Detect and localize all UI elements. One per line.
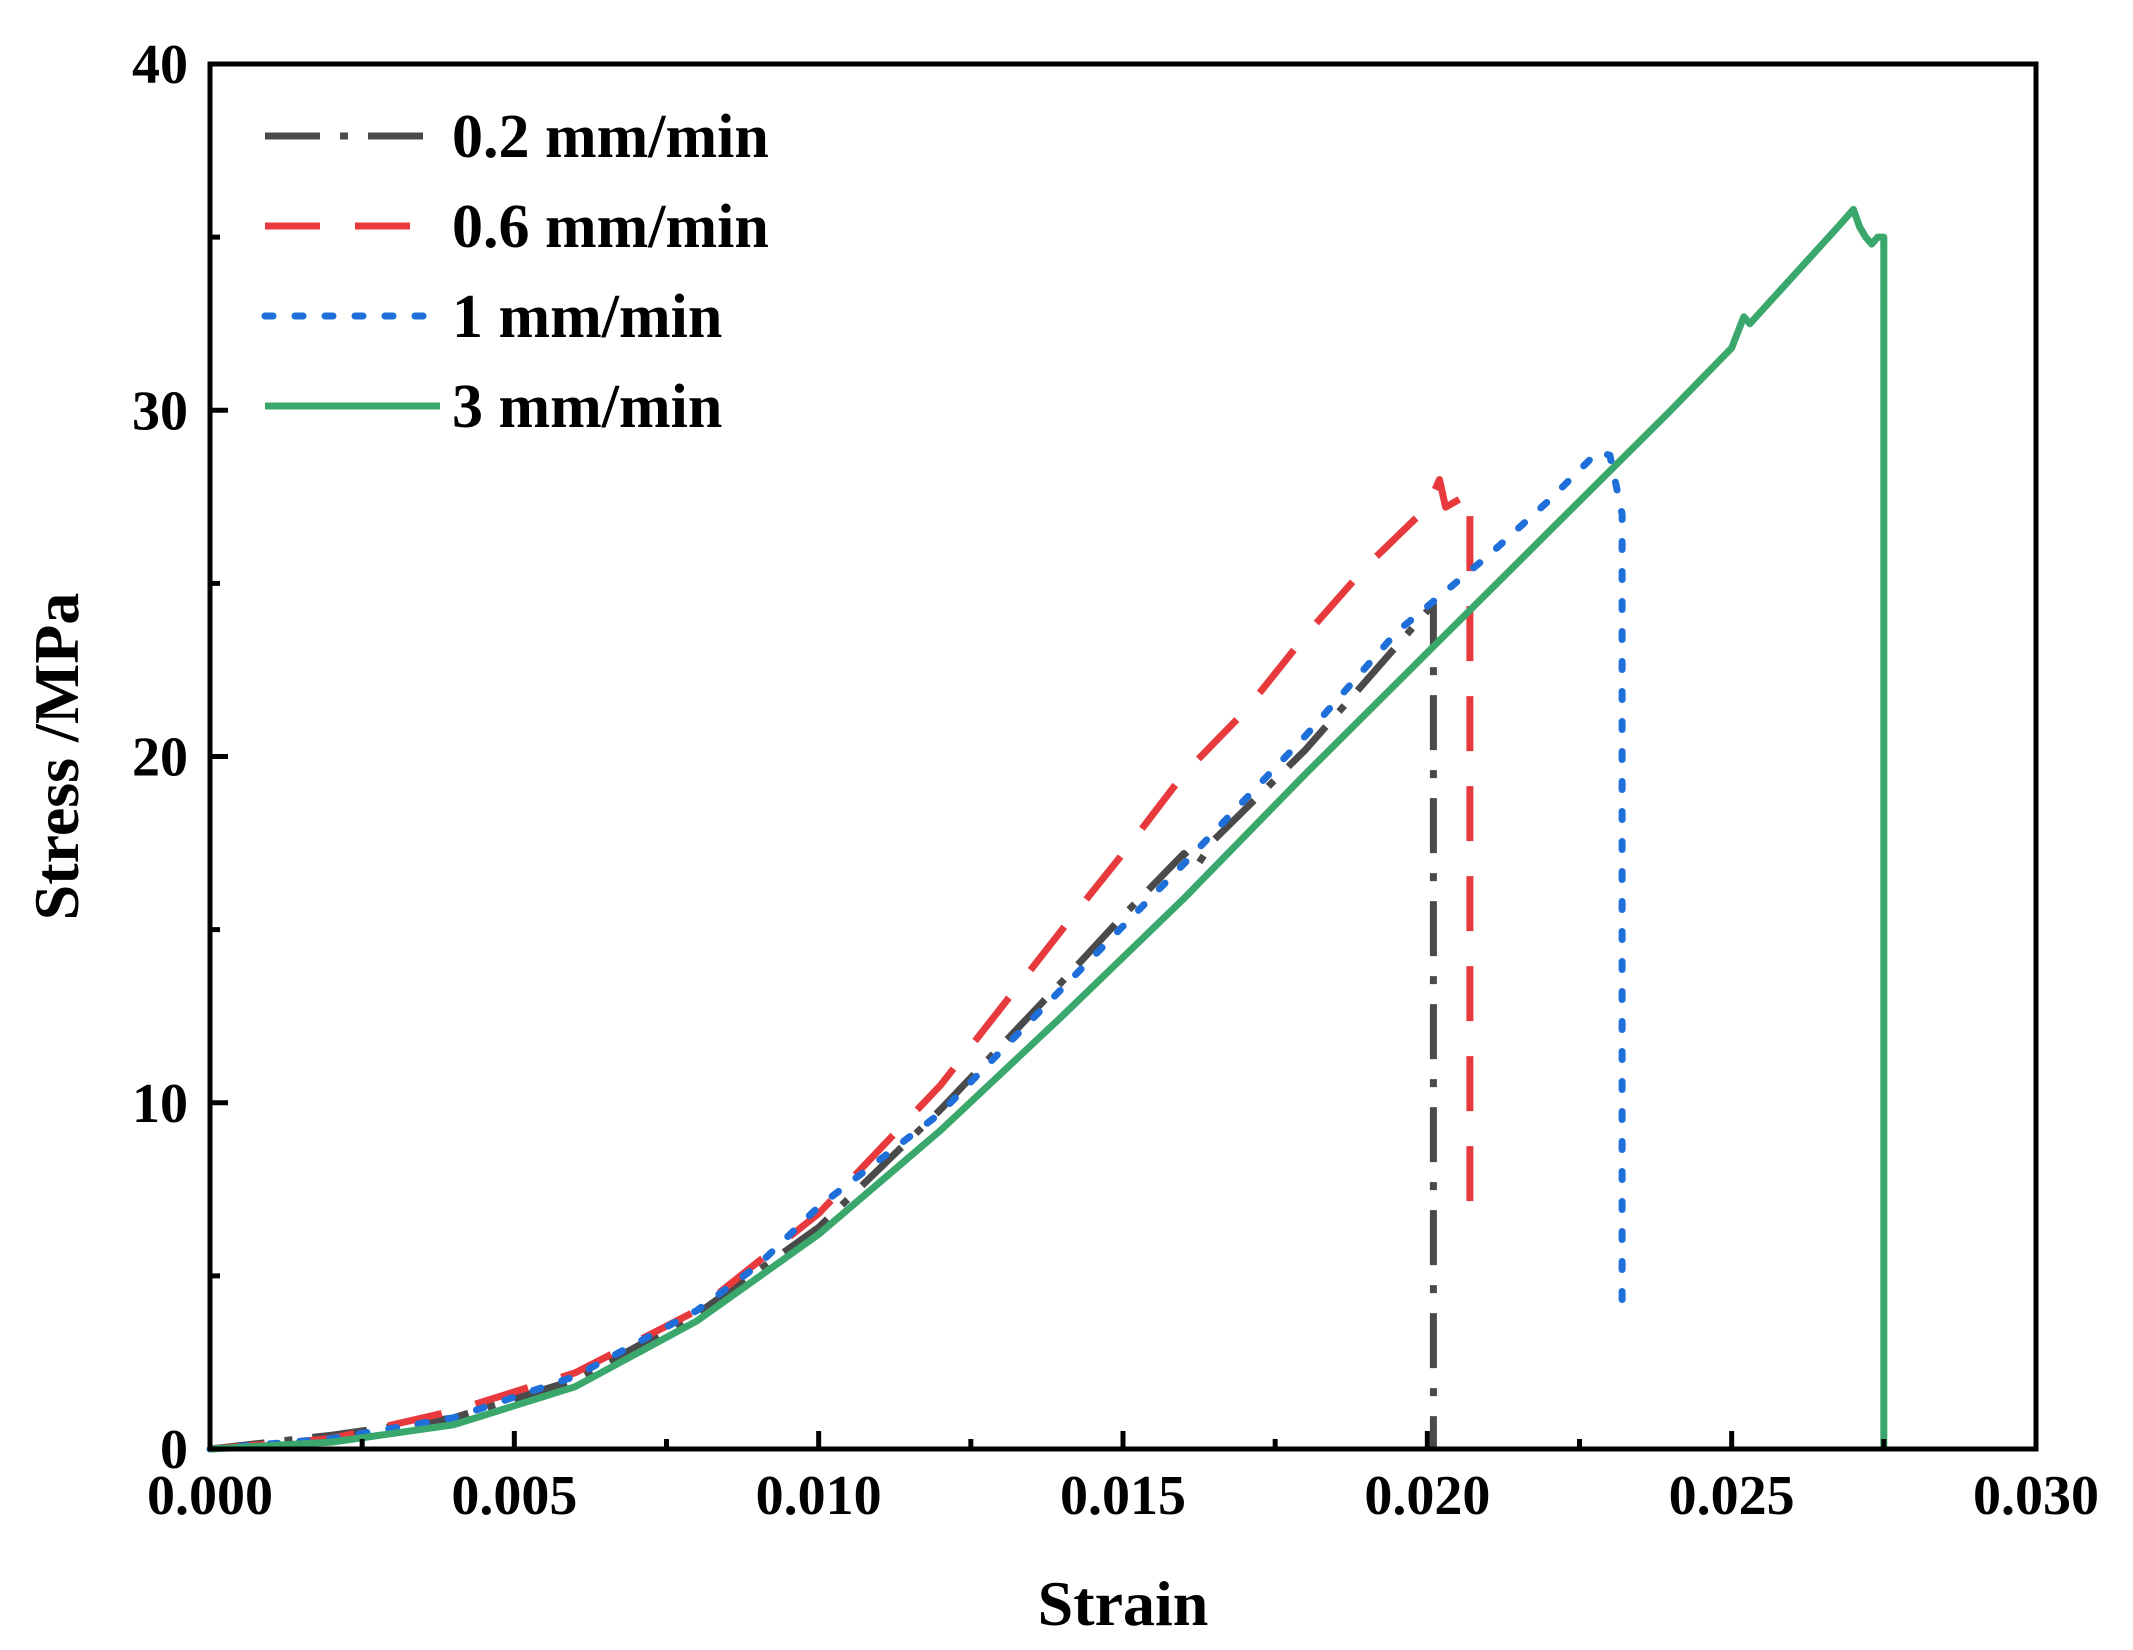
legend: 0.2 mm/min 0.6 mm/min 1 mm/min 3 mm/min — [261, 103, 769, 441]
series-line-2 — [209, 476, 1474, 1453]
series-line-4 — [209, 205, 1888, 1453]
y-tick-label: 40 — [132, 34, 188, 96]
series-line-1 — [209, 600, 1437, 1453]
x-tick-label: 0.015 — [1060, 1465, 1186, 1527]
plot-lines — [206, 205, 1888, 1453]
legend-label-2: 0.6 mm/min — [452, 193, 769, 261]
legend-label-1: 0.2 mm/min — [452, 103, 769, 171]
series-line-3 — [206, 448, 1626, 1453]
x-tick-label: 0.030 — [1973, 1465, 2099, 1527]
x-tick-label: 0.005 — [451, 1465, 577, 1527]
y-tick-label: 30 — [132, 380, 188, 442]
x-axis-title: Strain — [1038, 1568, 1209, 1639]
legend-label-3: 1 mm/min — [452, 283, 722, 351]
x-tick-label: 0.025 — [1669, 1465, 1795, 1527]
y-axis-title: Stress /MPa — [21, 593, 92, 921]
x-tick-label: 0.010 — [756, 1465, 882, 1527]
plot-frame — [207, 61, 2039, 1452]
y-tick-label: 20 — [132, 727, 188, 789]
axis-tick-labels: 0.000 0.005 0.010 0.015 0.020 0.025 0.030 0 10 20… — [132, 34, 2099, 1527]
y-tick-label: 10 — [132, 1073, 188, 1135]
axis-ticks — [207, 61, 2039, 1452]
x-tick-label: 0.000 — [147, 1465, 273, 1527]
x-tick-label: 0.020 — [1364, 1465, 1490, 1527]
legend-label-4: 3 mm/min — [452, 373, 722, 441]
y-tick-label: 0 — [160, 1419, 188, 1481]
